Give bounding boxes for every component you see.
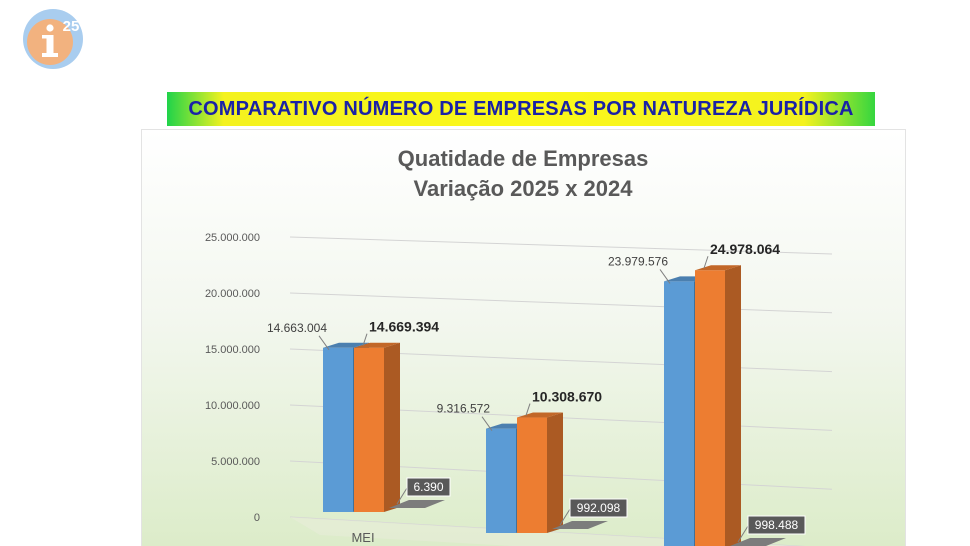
bar-series2-2-top (695, 265, 741, 271)
bar-chart: Quatidade de Empresas Variação 2025 x 20… (205, 146, 833, 546)
bar-series2-0-front (354, 347, 384, 512)
logo-number: 25 (63, 18, 80, 35)
data-label-box (406, 477, 451, 497)
bar-series1-0-front (323, 347, 353, 512)
data-label-series2: 24.978.064 (710, 241, 780, 257)
leader-line (737, 525, 749, 543)
data-label-series3: 998.488 (755, 518, 799, 532)
data-label-series2: 14.669.394 (369, 319, 439, 335)
y-tick-label: 20.000.000 (205, 288, 260, 300)
bar-series1-1-front (486, 428, 516, 533)
data-label-series1: 23.979.576 (608, 254, 668, 268)
title-banner: COMPARATIVO NÚMERO DE EMPRESAS POR NATUR… (167, 92, 875, 126)
i25-logo: 25 (22, 8, 84, 70)
leader-line (362, 333, 368, 346)
gridline (289, 236, 833, 255)
y-tick-label: 15.000.000 (205, 344, 260, 356)
y-tick-label: 0 (254, 512, 260, 524)
leader-line (659, 269, 671, 284)
data-label-box (747, 515, 806, 535)
banner-title: COMPARATIVO NÚMERO DE EMPRESAS POR NATUR… (188, 97, 854, 120)
bar-series2-1-top (517, 412, 563, 418)
bar-series2-2-side (725, 265, 741, 546)
gridline (289, 292, 833, 314)
data-label-series2: 10.308.670 (532, 389, 602, 405)
chart-area: Quatidade de Empresas Variação 2025 x 20… (141, 129, 906, 546)
y-tick-label: 5.000.000 (211, 456, 260, 468)
x-category-label: MEI (351, 530, 374, 545)
chart-subtitle: Variação 2025 x 2024 (414, 176, 634, 201)
bar-series2-0 (354, 342, 400, 512)
bar-series3-1 (552, 521, 608, 529)
leader-line (318, 335, 330, 351)
leader-line (559, 508, 571, 526)
leader-line (396, 487, 408, 505)
bar-series2-0-top (354, 342, 400, 348)
y-tick-label: 10.000.000 (205, 400, 260, 412)
bar-series3-2 (730, 538, 786, 546)
bar-series2-2-front (695, 270, 725, 546)
chart-title: Quatidade de Empresas (398, 146, 649, 171)
data-label-series1: 9.316.572 (437, 402, 491, 416)
bar-series2-0-side (384, 342, 400, 512)
data-label-box (569, 498, 628, 518)
y-tick-label: 25.000.000 (205, 232, 260, 244)
data-label-series1: 14.663.004 (267, 321, 327, 335)
bar-series2-2 (695, 265, 741, 546)
data-label-series3: 6.390 (413, 480, 443, 494)
leader-line (525, 403, 531, 416)
bar-series1-2-front (664, 281, 694, 546)
bar-series3-0 (389, 500, 445, 508)
data-label-series3: 992.098 (577, 501, 621, 515)
leader-line (703, 256, 709, 269)
leader-line (481, 416, 493, 431)
bar-series2-1 (517, 412, 563, 533)
bar-series2-1-front (517, 417, 547, 533)
bar-series1-0-top (323, 342, 369, 348)
bar-series2-1-side (547, 412, 563, 533)
